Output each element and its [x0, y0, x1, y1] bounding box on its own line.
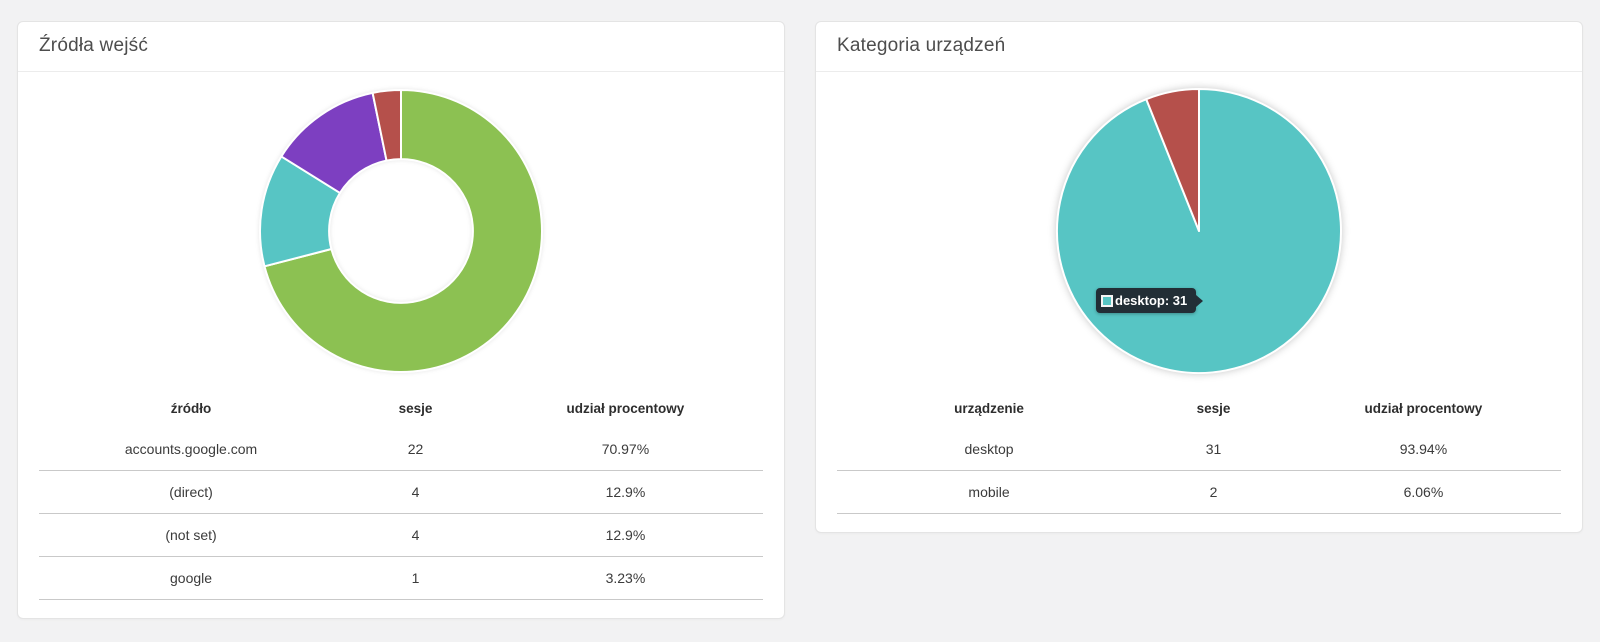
table-cell: 2	[1141, 470, 1286, 514]
device-category-title: Kategoria urządzeń	[837, 35, 1006, 56]
table-cell: (not set)	[39, 513, 344, 557]
tooltip-callout-arrow-icon	[1196, 294, 1204, 307]
pie-slice-google[interactable]	[371, 89, 402, 162]
table-header-row: źródło sesje udział procentowy	[39, 390, 763, 428]
entry-sources-title: Źródła wejść	[39, 35, 149, 56]
table-cell: 12.9%	[487, 513, 763, 557]
device-category-chart-area: desktop: 31	[816, 72, 1582, 390]
table-row: mobile 2 6.06%	[837, 470, 1561, 514]
tooltip-text: desktop: 31	[1115, 293, 1188, 308]
column-header: udział procentowy	[1364, 401, 1483, 416]
pie-slice-mobile[interactable]	[1145, 88, 1200, 232]
device-category-pie-chart[interactable]	[1049, 81, 1349, 381]
entry-sources-donut-chart[interactable]	[251, 81, 551, 381]
table-cell: 6.06%	[1285, 470, 1561, 514]
tooltip-series-swatch-icon	[1101, 294, 1113, 307]
table-row: google 1 3.23%	[39, 556, 763, 600]
table-cell: 4	[343, 513, 488, 557]
table-cell: mobile	[837, 470, 1142, 514]
device-category-table: urządzenie sesje udział procentowy desktop 3…	[837, 390, 1561, 514]
column-header: sesje	[398, 401, 433, 416]
table-row: (not set) 4 12.9%	[39, 513, 763, 557]
table-cell: 31	[1141, 428, 1286, 471]
entry-sources-table: źródło sesje udział procentowy accounts.goo…	[39, 390, 763, 600]
table-cell: 3.23%	[487, 556, 763, 600]
column-header: udział procentowy	[566, 401, 685, 416]
pie-slice-accounts.google.com[interactable]	[263, 89, 543, 373]
table-cell: 1	[343, 556, 488, 600]
card-device-category: Kategoria urządzeń desktop: 31 urządzeni…	[815, 21, 1583, 533]
table-cell: 4	[343, 470, 488, 514]
table-header-row: urządzenie sesje udział procentowy	[837, 390, 1561, 428]
table-row: desktop 31 93.94%	[837, 428, 1561, 471]
entry-sources-chart-area	[18, 72, 784, 390]
table-cell: accounts.google.com	[39, 428, 344, 471]
table-cell: 93.94%	[1285, 428, 1561, 471]
chart-tooltip: desktop: 31	[1096, 288, 1204, 313]
entry-sources-card-body: źródło sesje udział procentowy accounts.goo…	[18, 72, 784, 600]
table-row: (direct) 4 12.9%	[39, 470, 763, 514]
column-header: sesje	[1196, 401, 1231, 416]
table-cell: 70.97%	[487, 428, 763, 471]
device-category-card-body: desktop: 31 urządzenie sesje udział procen…	[816, 72, 1582, 514]
column-header: źródło	[170, 401, 212, 416]
device-category-card-header: Kategoria urządzeń	[816, 22, 1582, 72]
card-entry-sources: Źródła wejść źródło sesje udział procentow…	[17, 21, 785, 619]
column-header: urządzenie	[954, 401, 1024, 416]
table-row: accounts.google.com 22 70.97%	[39, 428, 763, 471]
table-cell: desktop	[837, 428, 1142, 471]
table-cell: (direct)	[39, 470, 344, 514]
entry-sources-card-header: Źródła wejść	[18, 22, 784, 72]
table-cell: google	[39, 556, 344, 600]
table-cell: 22	[343, 428, 488, 471]
table-cell: 12.9%	[487, 470, 763, 514]
